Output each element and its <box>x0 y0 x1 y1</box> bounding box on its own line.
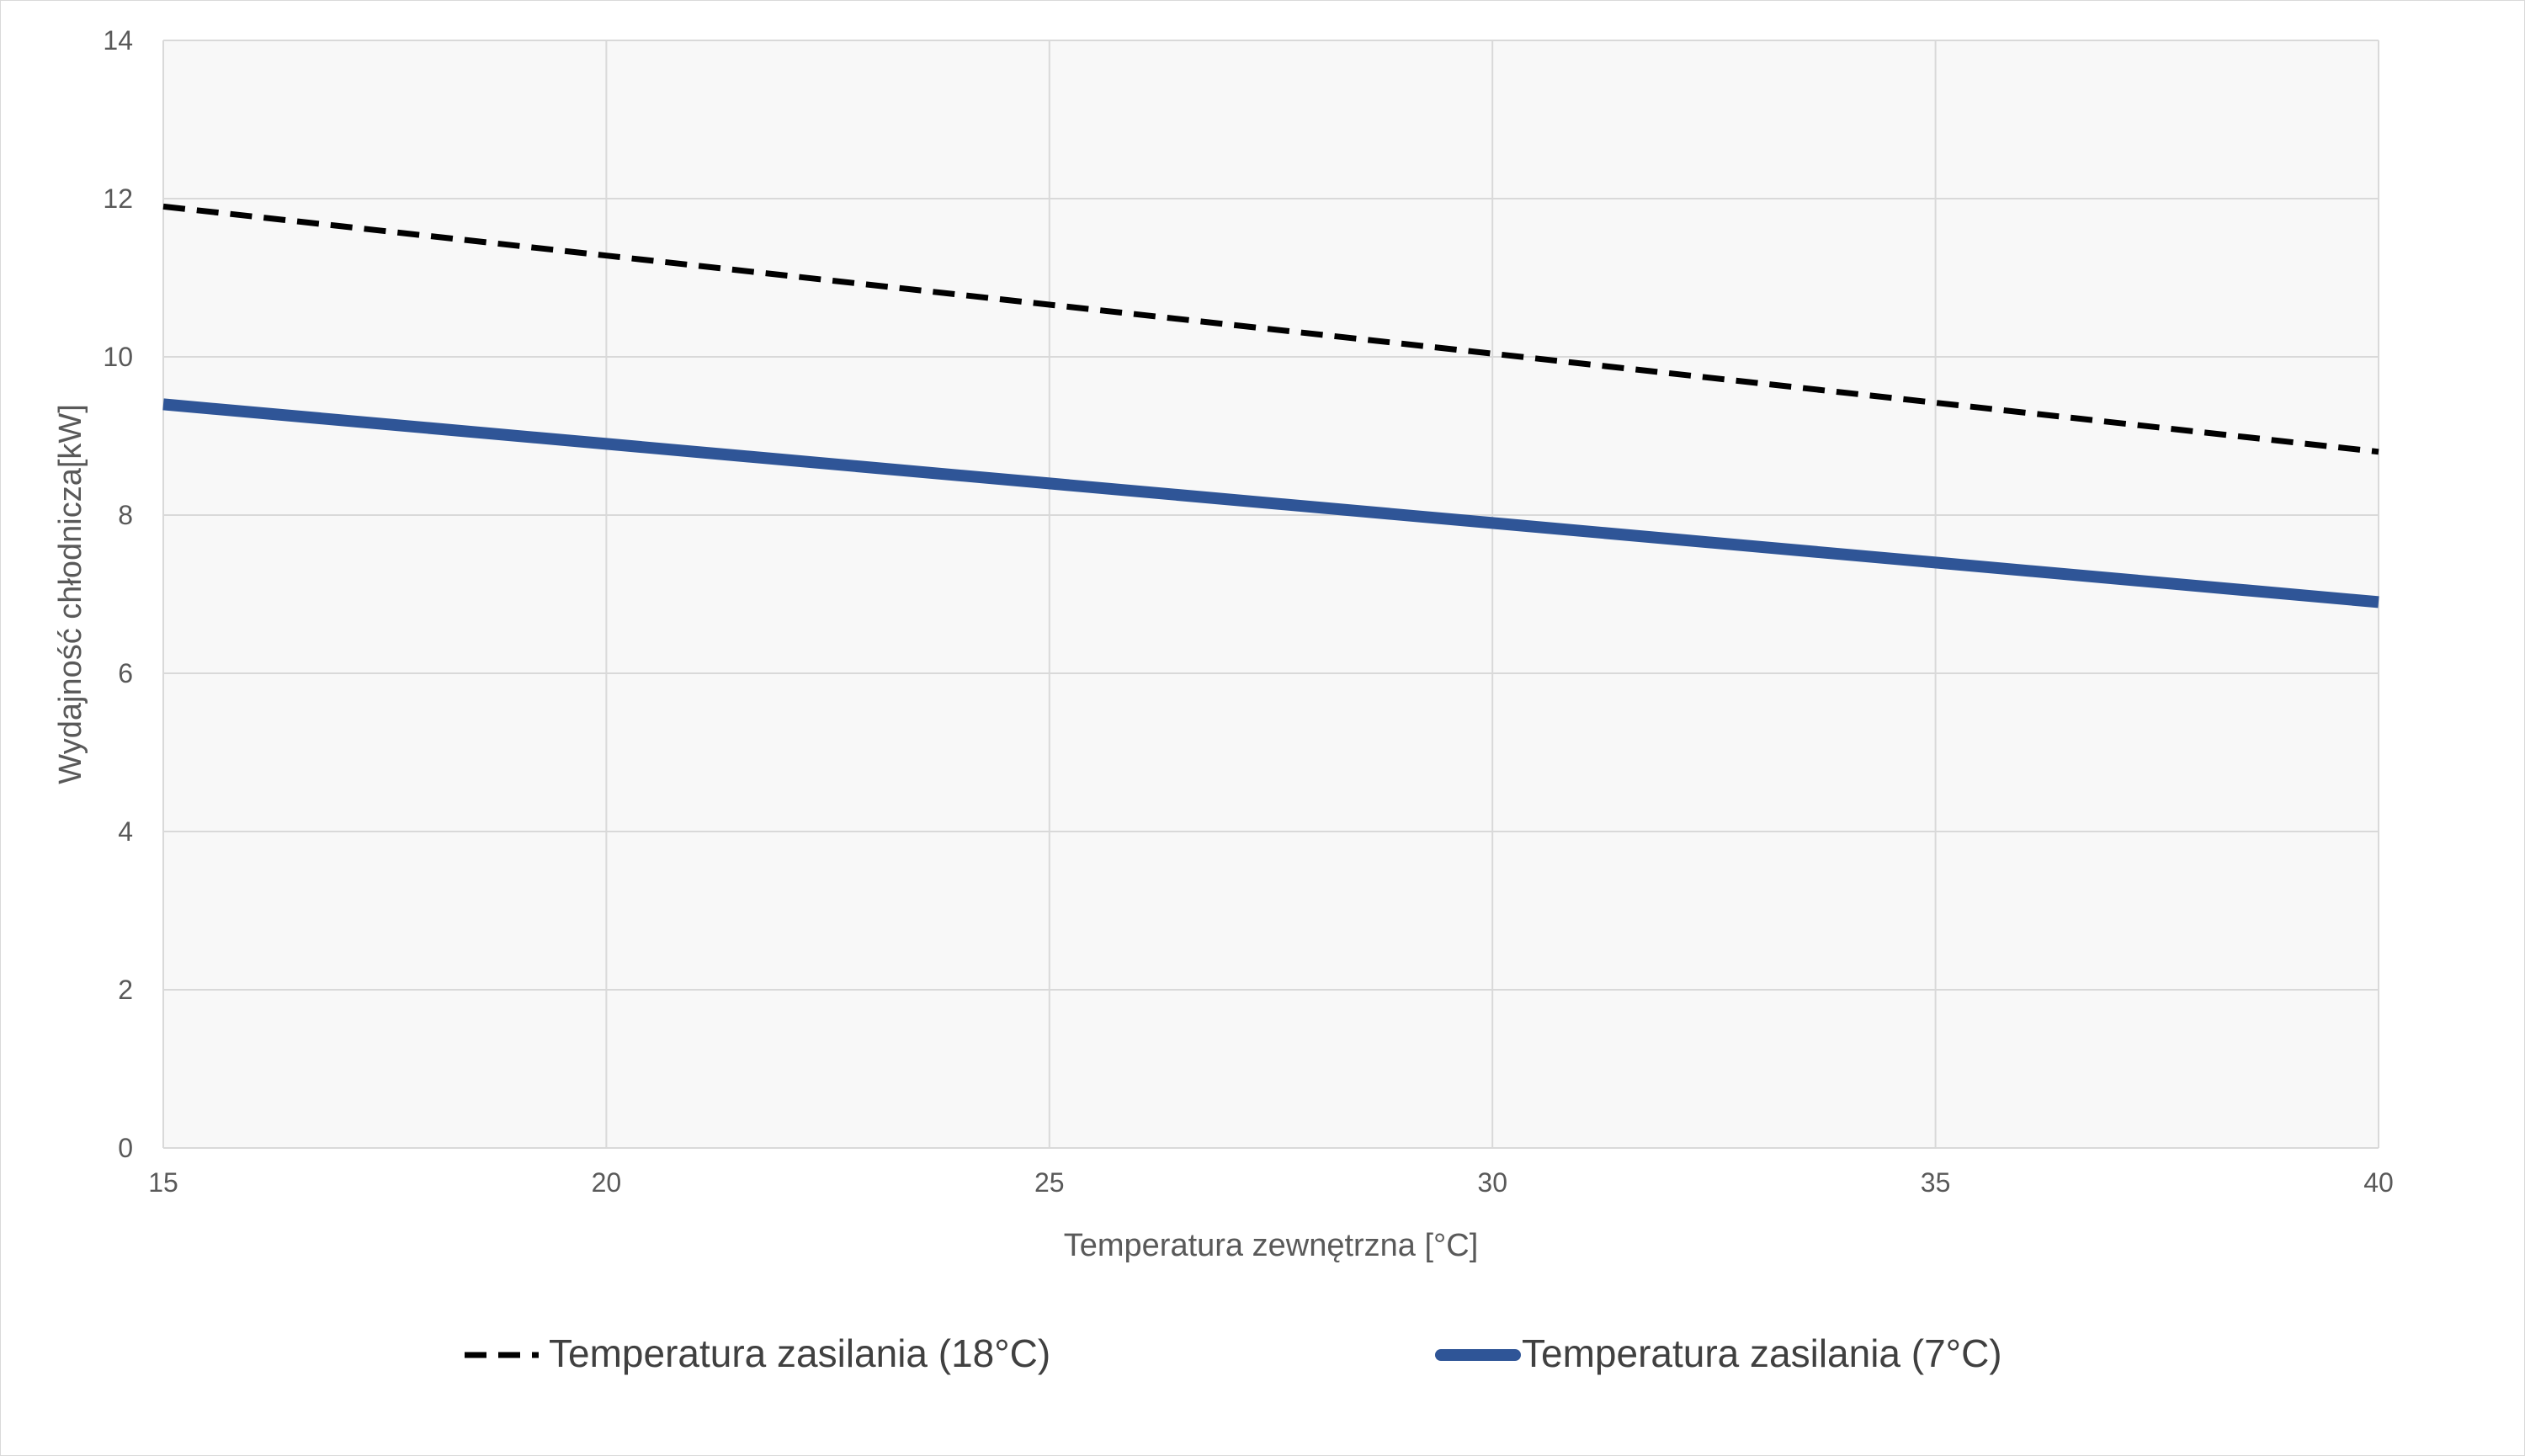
plot-area <box>163 40 2379 1148</box>
x-tick-label: 30 <box>1477 1167 1507 1198</box>
axis-tick-labels: 0 2 4 6 8 10 12 14 15 20 25 30 35 40 <box>103 25 2393 1198</box>
y-tick-label: 4 <box>118 816 133 847</box>
legend-label-18c: Temperatura zasilania (18°C) <box>549 1331 1050 1375</box>
y-axis-title: Wydajność chłodnicza[kW] <box>53 404 88 784</box>
y-tick-label: 2 <box>118 975 133 1005</box>
x-tick-label: 15 <box>148 1167 178 1198</box>
series-line-18c <box>162 203 2379 455</box>
y-tick-label: 6 <box>118 658 133 688</box>
x-axis-title: Temperatura zewnętrzna [°C] <box>1064 1228 1479 1263</box>
x-tick-label: 35 <box>1921 1167 1951 1198</box>
legend-item-7c: Temperatura zasilania (7°C) <box>1435 1331 2002 1375</box>
x-tick-label: 40 <box>2363 1167 2394 1198</box>
legend-label-7c: Temperatura zasilania (7°C) <box>1522 1331 2002 1375</box>
x-tick-label: 20 <box>592 1167 622 1198</box>
y-tick-label: 8 <box>118 500 133 530</box>
grid-lines <box>162 40 2379 1149</box>
y-tick-label: 10 <box>103 342 133 372</box>
legend-item-18c: Temperatura zasilania (18°C) <box>465 1331 1050 1375</box>
y-tick-label: 14 <box>103 25 133 56</box>
y-tick-label: 0 <box>118 1133 133 1163</box>
series-lines <box>162 203 2379 608</box>
series-line-7c <box>162 398 2379 608</box>
y-tick-label: 12 <box>103 183 133 214</box>
x-tick-label: 25 <box>1034 1167 1065 1198</box>
legend: Temperatura zasilania (18°C) Temperatura… <box>465 1331 2002 1375</box>
